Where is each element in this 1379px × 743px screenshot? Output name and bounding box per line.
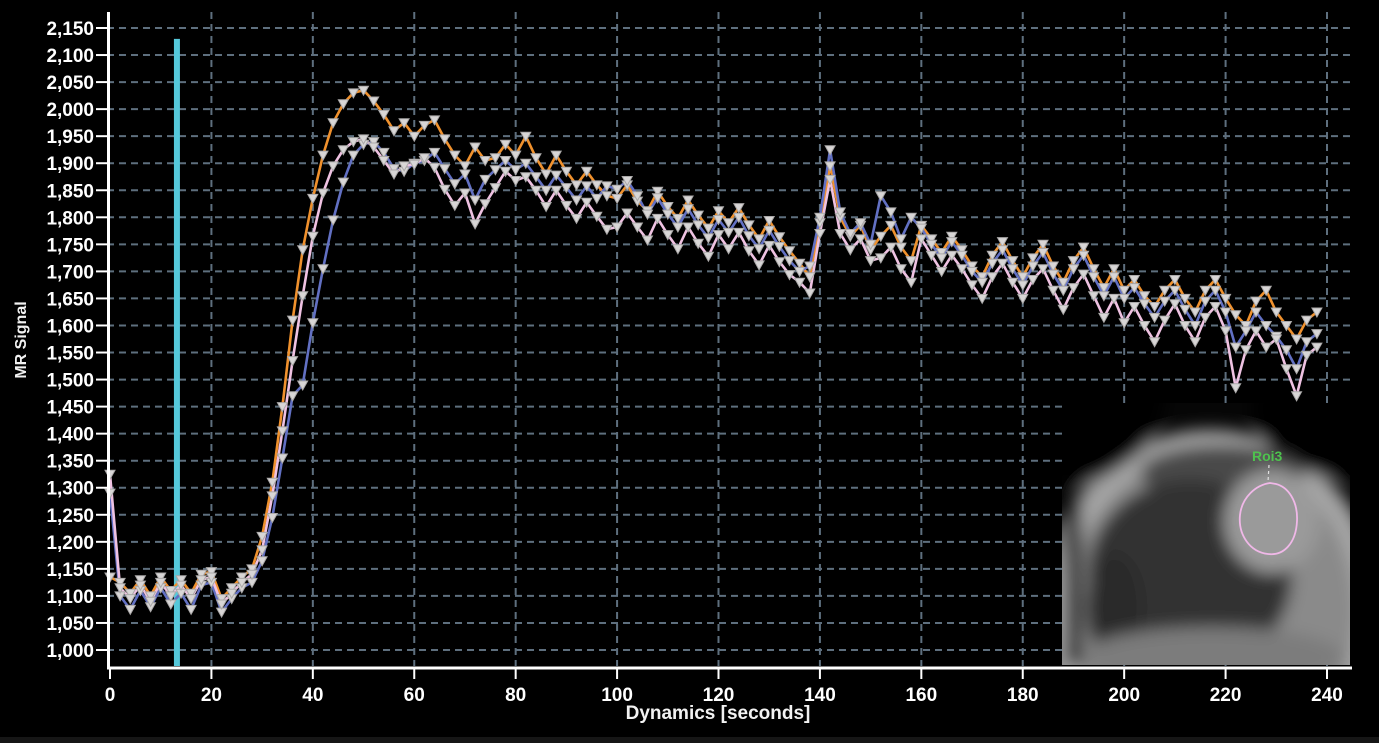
x-tick-label: 80 [505,685,526,706]
y-tick-label: 1,500 [46,371,94,392]
y-tick-label: 2,150 [46,19,94,40]
y-tick-label: 1,400 [46,425,94,446]
roi-contour[interactable] [1238,482,1298,555]
axes: 1,000 1,050 1,100 1,150 1,200 1,250 1,300 1,350… [46,12,1352,706]
x-tick-label: 40 [302,685,323,706]
x-tick-label: 180 [1007,685,1039,706]
x-axis-title: Dynamics [seconds] [626,703,811,724]
y-tick-label: 1,550 [46,344,94,365]
mri-image [1062,403,1350,665]
y-tick-label: 1,750 [46,235,94,256]
y-tick-label: 2,050 [46,73,94,94]
x-tick-label: 200 [1108,685,1140,706]
x-tick-label: 140 [804,685,836,706]
markers-pink [104,134,1323,611]
y-tick-label: 1,000 [46,641,94,662]
y-axis-title: MR Signal [13,301,30,378]
y-tick-label: 1,100 [46,587,94,608]
y-tick-label: 2,000 [46,100,94,121]
y-tick-label: 1,800 [46,208,94,229]
y-tick-label: 1,900 [46,154,94,175]
window-bottom-edge [0,737,1379,743]
x-tick-label: 20 [201,685,222,706]
roi-leader-line [1267,464,1270,483]
curve-blue [108,140,1319,614]
y-tick-label: 1,450 [46,398,94,419]
x-tick-label: 160 [905,685,937,706]
y-tick-label: 1,200 [46,533,94,554]
y-tick-label: 1,950 [46,127,94,148]
x-tick-label: 0 [105,685,116,706]
x-tick-label: 100 [601,685,633,706]
y-tick-label: 1,300 [46,479,94,500]
x-tick-label: 240 [1311,685,1343,706]
signal-curves [104,85,1323,619]
y-tick-label: 1,250 [46,506,94,527]
roi-label[interactable]: Roi3 [1252,448,1283,464]
markers-blue [104,137,1323,619]
y-tick-label: 1,700 [46,262,94,283]
y-tick-label: 2,100 [46,46,94,67]
y-tick-label: 1,600 [46,316,94,337]
y-tick-label: 1,150 [46,560,94,581]
y-tick-label: 1,050 [46,614,94,635]
mri-inset[interactable]: Roi3 [930,295,1379,743]
y-tick-label: 1,350 [46,452,94,473]
x-tick-label: 120 [703,685,735,706]
y-tick-label: 1,650 [46,289,94,310]
curve-pink [108,137,1319,606]
x-tick-label: 220 [1210,685,1242,706]
y-tick-label: 1,850 [46,181,94,202]
x-tick-label: 60 [404,685,425,706]
